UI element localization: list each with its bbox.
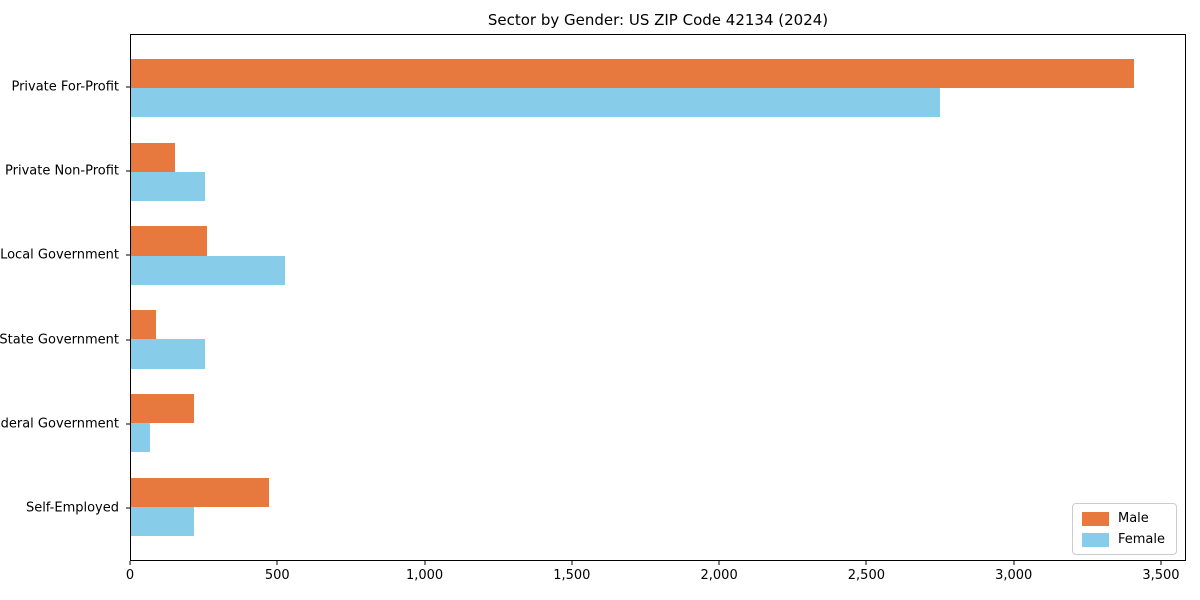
legend-swatch-male xyxy=(1081,511,1109,526)
y-tick-mark xyxy=(126,170,130,172)
x-tick-label: 1,500 xyxy=(553,568,591,583)
plot-area: Male Female xyxy=(130,34,1186,561)
y-tick-label: State Government xyxy=(0,332,119,348)
bar-male-4 xyxy=(131,310,156,340)
bar-female-6 xyxy=(131,506,195,537)
y-tick-label: Private Non-Profit xyxy=(5,163,119,179)
x-tick-mark xyxy=(718,561,720,565)
y-tick-mark xyxy=(126,254,130,256)
bar-male-3 xyxy=(131,226,208,256)
x-tick-mark xyxy=(571,561,573,565)
bar-female-1 xyxy=(131,88,940,118)
y-tick-label: Self-Employed xyxy=(25,500,119,516)
legend-entry-male: Male xyxy=(1081,511,1165,526)
x-tick-label: 2,000 xyxy=(700,568,738,583)
x-tick-label: 2,500 xyxy=(847,568,885,583)
y-tick-mark xyxy=(126,507,130,509)
x-tick-mark xyxy=(1160,561,1162,565)
bar-male-5 xyxy=(131,393,195,424)
y-axis: Private For-Profit Private Non-Profit Loca… xyxy=(0,34,130,561)
y-tick-label: Federal Government xyxy=(0,416,119,432)
bar-male-1 xyxy=(131,58,1134,89)
x-axis: 0 500 1,000 1,500 2,000 2,500 3,000 3,500 xyxy=(126,561,1186,591)
bar-female-4 xyxy=(131,339,205,369)
bar-male-6 xyxy=(131,477,270,507)
y-tick-mark xyxy=(126,86,130,88)
x-tick-label: 1,000 xyxy=(405,568,444,583)
x-tick-mark xyxy=(276,561,278,565)
bar-female-5 xyxy=(131,423,151,453)
legend-entry-female: Female xyxy=(1081,532,1165,547)
bar-female-3 xyxy=(131,255,286,285)
bar-male-2 xyxy=(131,142,176,172)
x-tick-label: 3,500 xyxy=(1142,568,1180,583)
bar-female-2 xyxy=(131,171,205,202)
y-tick-label: Private For-Profit xyxy=(11,79,119,95)
chart-title: Sector by Gender: US ZIP Code 42134 (202… xyxy=(487,11,829,29)
y-tick-mark xyxy=(126,423,130,425)
legend-swatch-female xyxy=(1081,532,1109,547)
x-tick-mark xyxy=(865,561,867,565)
x-tick-label: 3,000 xyxy=(995,568,1033,583)
x-tick-label: 500 xyxy=(264,568,290,583)
x-tick-label: 0 xyxy=(125,568,135,583)
x-tick-mark xyxy=(424,561,426,565)
legend-label-male: Male xyxy=(1117,511,1149,526)
y-tick-mark xyxy=(126,339,130,341)
x-tick-mark xyxy=(1013,561,1015,565)
legend: Male Female xyxy=(1071,503,1177,555)
x-tick-mark xyxy=(129,561,131,565)
y-tick-label: Local Government xyxy=(0,247,119,263)
legend-label-female: Female xyxy=(1117,532,1165,547)
